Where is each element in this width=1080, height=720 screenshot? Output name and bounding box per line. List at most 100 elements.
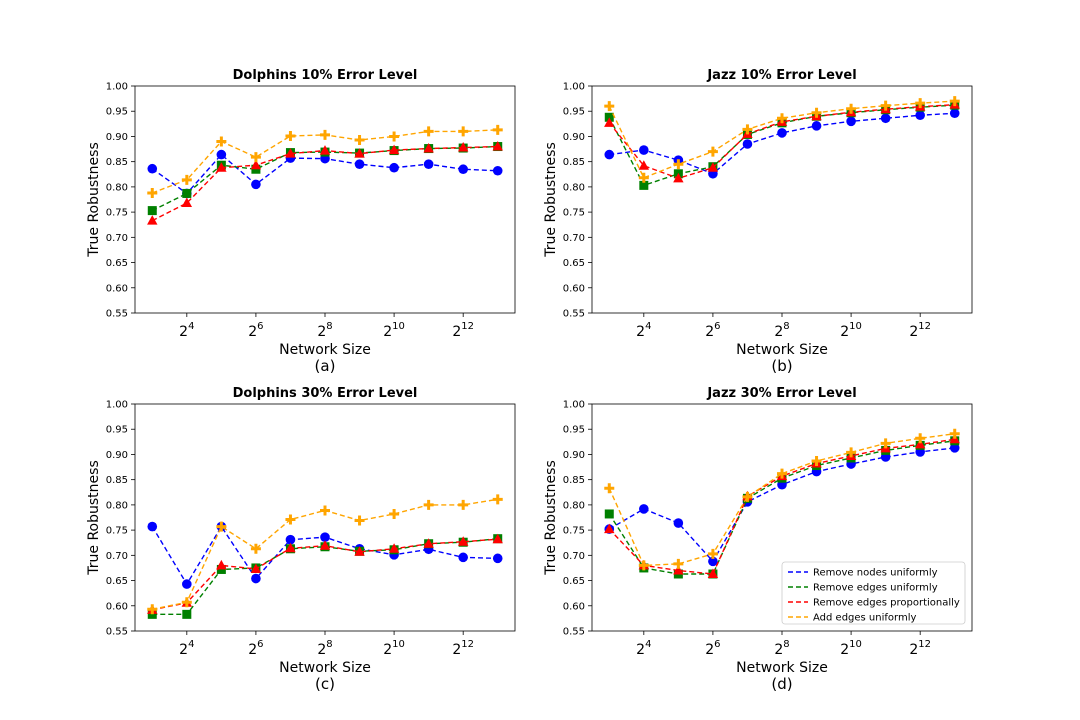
series-line (152, 498, 498, 610)
data-point (707, 568, 719, 578)
y-tick-label: 0.70 (106, 233, 128, 244)
data-point (742, 124, 753, 135)
data-point (250, 159, 262, 170)
data-point (147, 604, 158, 615)
x-tick-label: 210 (840, 321, 862, 340)
data-point (915, 433, 926, 444)
y-tick-label: 0.65 (563, 576, 585, 587)
chart-panel-c: 0.55 0.60 0.65 0.70 0.75 0.80 0.85 0.90 0.95 1.00… (86, 386, 516, 693)
y-tick-label: 0.75 (563, 526, 585, 537)
data-point (492, 124, 503, 135)
data-point (915, 110, 925, 121)
data-point (458, 552, 468, 563)
x-tick-label: 28 (774, 639, 789, 658)
y-tick-label: 0.95 (563, 425, 585, 436)
x-tick-label: 24 (636, 639, 651, 658)
data-point (492, 494, 503, 505)
series-0 (604, 108, 960, 179)
data-point (638, 560, 649, 571)
series-line (608, 438, 955, 575)
data-point (673, 518, 684, 528)
y-tick-label: 1.00 (106, 82, 128, 93)
data-point (492, 533, 503, 544)
data-point (811, 121, 822, 131)
x-tick-label: 26 (705, 639, 720, 658)
legend-box (781, 561, 966, 625)
data-point (777, 113, 787, 124)
legend-entry: Remove nodes uniformly (813, 568, 938, 579)
panel-caption: (a) (315, 357, 336, 375)
data-point (147, 215, 158, 225)
y-tick-label: 1.00 (106, 400, 128, 411)
y-tick-label: 0.90 (563, 132, 585, 143)
data-point (604, 101, 615, 112)
data-point (251, 179, 261, 190)
legend-entry: Remove edges proportionally (813, 598, 960, 609)
legend-entry: Add edges uniformly (813, 613, 916, 624)
data-point (949, 108, 960, 119)
data-point (285, 148, 296, 158)
y-axis-label: True Robustness (543, 460, 559, 575)
y-tick-label: 0.65 (106, 258, 128, 269)
series-3 (147, 124, 503, 198)
data-point (354, 546, 365, 556)
data-point (250, 152, 261, 163)
data-point (181, 197, 193, 208)
data-point (147, 609, 157, 619)
data-point (638, 172, 649, 183)
series-3 (604, 428, 960, 571)
y-axis-label: True Robustness (543, 142, 559, 257)
data-point (458, 499, 469, 510)
chart-panel-a: 0.55 0.60 0.65 0.70 0.75 0.80 0.85 0.90 0.95 1.00… (86, 68, 516, 375)
y-tick-label: 0.85 (563, 157, 585, 168)
series-line (608, 433, 955, 567)
data-point (639, 145, 649, 155)
data-point (458, 164, 468, 175)
data-point (182, 579, 192, 589)
panel-caption: (c) (315, 675, 335, 693)
data-point (811, 107, 822, 118)
data-point (251, 164, 261, 174)
series-2 (604, 99, 960, 183)
data-point (216, 162, 227, 172)
data-point (673, 159, 684, 170)
x-tick-label: 212 (909, 639, 931, 658)
x-tick-label: 26 (248, 321, 263, 340)
y-tick-label: 0.95 (106, 107, 128, 118)
series-3 (604, 96, 960, 183)
y-tick-label: 0.70 (563, 233, 585, 244)
panel-caption: (b) (771, 357, 792, 375)
data-point (915, 98, 926, 109)
data-point (423, 538, 434, 548)
data-point (742, 139, 753, 149)
data-point (914, 438, 926, 449)
y-tick-label: 0.70 (563, 551, 585, 562)
data-point (319, 145, 331, 155)
data-point (604, 112, 614, 122)
panel-caption: (d) (771, 675, 792, 693)
y-tick-label: 0.60 (563, 601, 585, 612)
x-tick-label: 28 (317, 639, 332, 658)
data-point (216, 521, 227, 532)
data-point (707, 146, 718, 157)
series-line (608, 100, 955, 179)
x-tick-label: 28 (317, 321, 332, 340)
panel-title: Dolphins 10% Error Level (233, 68, 418, 83)
data-point (492, 141, 503, 151)
y-tick-label: 0.75 (106, 208, 128, 219)
y-tick-label: 0.80 (106, 500, 128, 511)
x-axis-label: Network Size (279, 660, 371, 676)
panel-title: Jazz 30% Error Level (706, 386, 856, 401)
series-1 (604, 436, 960, 579)
data-point (604, 523, 615, 534)
data-point (639, 504, 649, 514)
data-point (492, 553, 503, 564)
data-point (492, 165, 503, 176)
x-tick-label: 210 (383, 321, 405, 340)
data-point (354, 159, 365, 169)
data-point (846, 103, 857, 114)
y-tick-label: 0.95 (563, 107, 585, 118)
data-point (673, 172, 684, 183)
data-point (216, 564, 226, 574)
